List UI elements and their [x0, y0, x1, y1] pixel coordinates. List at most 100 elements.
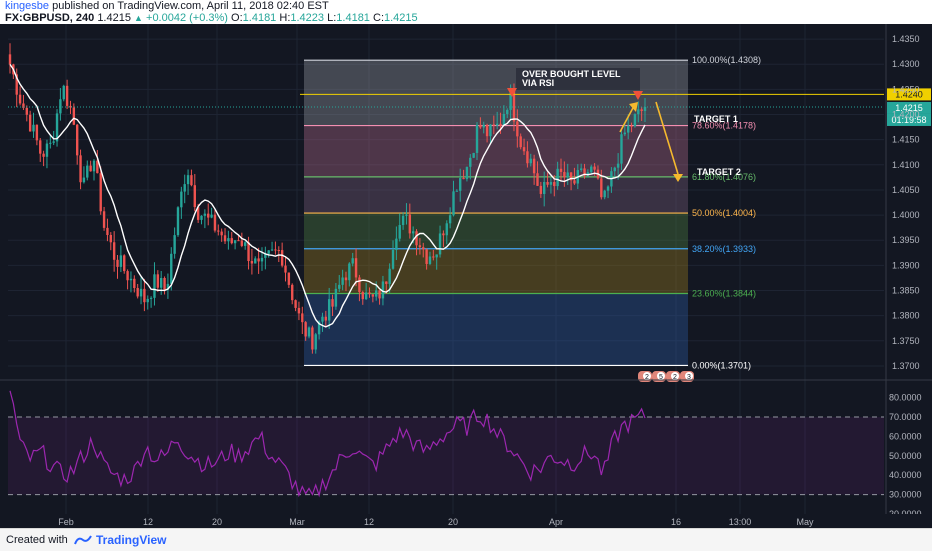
candle-body	[512, 90, 516, 122]
candle-body	[159, 277, 163, 288]
candle-body	[331, 299, 334, 307]
candle-body	[556, 168, 559, 187]
publish-text: published on TradingView.com, April 11, …	[52, 0, 329, 12]
candle-body	[291, 284, 294, 301]
level-price-tag: 1.4240	[895, 89, 923, 99]
candle-body	[502, 113, 506, 126]
fib-level-label: 38.20%(1.3933)	[692, 244, 756, 254]
candle-body	[69, 105, 72, 108]
candle-body	[398, 225, 401, 239]
rsi-tick-label: 60.0000	[889, 431, 922, 441]
rsi-tick-label: 50.0000	[889, 451, 922, 461]
candle-body	[176, 207, 180, 236]
tradingview-brand-link[interactable]: TradingView	[96, 533, 167, 547]
candle-body	[378, 290, 381, 299]
candle-body	[223, 235, 227, 242]
price-tick-label: 1.4000	[892, 210, 920, 220]
candle-body	[375, 290, 378, 297]
candle-body	[65, 85, 69, 106]
candle-body	[89, 165, 92, 172]
candle-body	[317, 321, 321, 335]
price-tick-label: 1.3800	[892, 311, 920, 321]
candle-body	[25, 107, 28, 115]
candle-body	[603, 190, 606, 198]
candle-body	[516, 121, 519, 137]
fib-zone	[304, 125, 688, 177]
price-tick-label: 1.4250	[892, 84, 920, 94]
candle-body	[489, 124, 492, 137]
candle-body	[452, 191, 455, 216]
author-link[interactable]: kingesbe	[5, 0, 50, 12]
price-tick-label: 1.3750	[892, 336, 920, 346]
candle-body	[495, 123, 499, 126]
candle-body	[573, 180, 576, 184]
candle-body	[180, 191, 183, 208]
candle-body	[445, 223, 448, 236]
candle-body	[247, 242, 250, 262]
rsi-panel: 80.0000 70.0000 60.0000 50.0000 40.0000 30.00…	[8, 390, 922, 519]
candle-body	[173, 235, 176, 254]
candle-body	[549, 182, 553, 185]
down-marker-icon	[507, 88, 517, 97]
time-tick-label: 12	[143, 517, 153, 527]
candle-body	[294, 300, 297, 308]
candle-body	[196, 207, 200, 220]
candle-body	[327, 299, 331, 321]
close-value: 1.4215	[384, 12, 418, 24]
candle-body	[8, 54, 12, 65]
candle-body	[123, 255, 126, 272]
candle-body	[334, 288, 338, 307]
candle-body	[371, 294, 375, 297]
candle-body	[45, 143, 49, 157]
time-tick-label: 20	[448, 517, 458, 527]
candle-body	[243, 242, 247, 246]
candle-body	[220, 231, 223, 236]
candle-body	[136, 288, 139, 297]
arrow-down-head-icon	[673, 174, 683, 182]
event-badge-count: 5	[659, 374, 663, 381]
candle-body	[133, 278, 136, 289]
event-badge-count: 3	[687, 374, 691, 381]
candle-body	[543, 182, 546, 194]
candle-body	[448, 215, 452, 224]
candle-body	[351, 258, 354, 264]
candle-body	[344, 277, 348, 281]
candle-body	[237, 240, 240, 242]
candle-body	[442, 233, 445, 236]
current-price-tag: 1.4215	[895, 103, 923, 113]
candle-body	[391, 249, 395, 269]
candle-body	[475, 124, 479, 153]
candle-body	[321, 316, 324, 322]
candle-body	[411, 231, 415, 234]
fib-level-label: 50.00%(1.4004)	[692, 208, 756, 218]
level-price-tag-box	[887, 88, 931, 101]
candle-body	[280, 250, 284, 266]
time-tick-label: Apr	[549, 517, 563, 527]
candle-body	[459, 178, 462, 191]
candle-body	[613, 167, 616, 172]
low-value: 1.4181	[336, 12, 370, 24]
candle-body	[106, 227, 109, 235]
price-tick-label: 1.4350	[892, 34, 920, 44]
candle-body	[146, 298, 149, 303]
price-tick-label: 1.4050	[892, 185, 920, 195]
event-badge-dot	[643, 372, 651, 380]
candle-body	[425, 249, 428, 264]
candle-body	[42, 153, 45, 157]
candle-body	[109, 234, 112, 243]
candle-body	[39, 140, 42, 154]
chart-plot[interactable]: 100.00%(1.4308) 78.60%(1.4178) 61.80%(1.40…	[0, 24, 932, 528]
rsi-tick-label: 40.0000	[889, 470, 922, 480]
fibonacci-retracement[interactable]: 100.00%(1.4308) 78.60%(1.4178) 61.80%(1.40…	[304, 55, 761, 370]
rsi-band	[8, 417, 884, 495]
target-2-label: TARGET 2	[697, 167, 741, 177]
candle-body	[405, 214, 408, 216]
candle-body	[86, 165, 89, 178]
candle-body	[260, 257, 264, 262]
rsi-tick-label: 30.0000	[889, 490, 922, 500]
current-price-tag-box	[887, 101, 931, 114]
candle-body	[170, 253, 173, 284]
time-tick-label: 12	[364, 517, 374, 527]
time-tick-label: May	[796, 517, 814, 527]
event-badge-dot	[685, 372, 693, 380]
